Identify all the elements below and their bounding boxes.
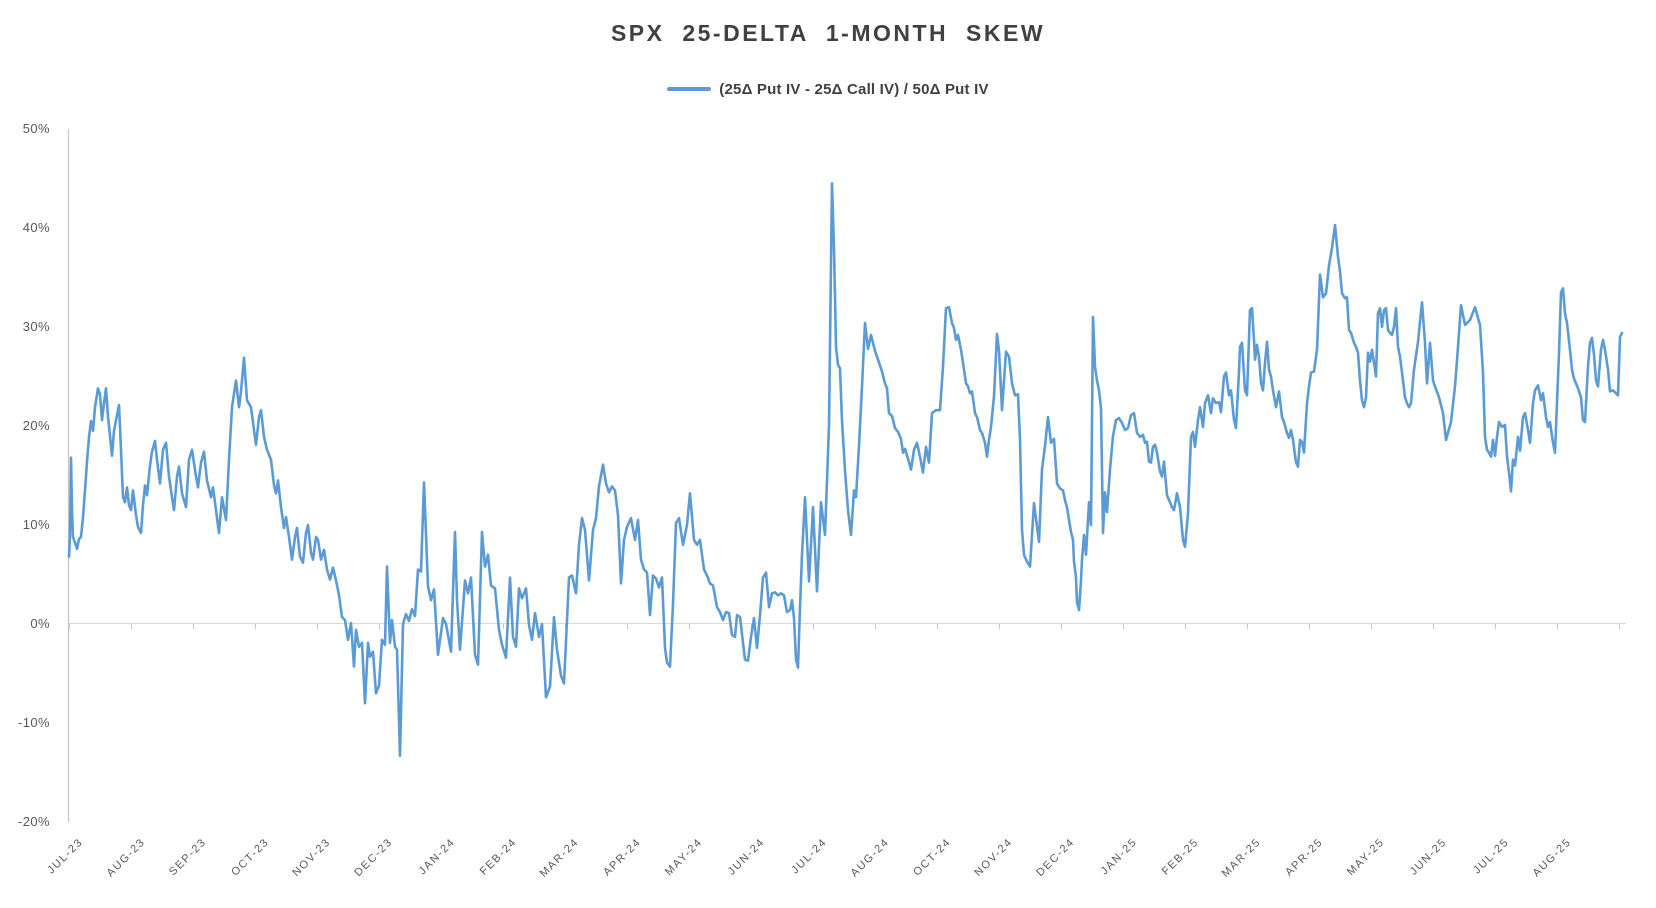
legend-line-swatch	[667, 87, 712, 91]
y-axis-tick-label: 30%	[22, 319, 50, 334]
chart-legend: (25Δ Put IV - 25Δ Call IV) / 50Δ Put IV	[43, 78, 1613, 100]
y-axis-tick-label: 20%	[22, 418, 50, 433]
y-axis-tick-label: 40%	[22, 220, 50, 235]
y-axis-tick-label: 0%	[30, 616, 50, 631]
legend-series-label: (25Δ Put IV - 25Δ Call IV) / 50Δ Put IV	[719, 80, 989, 98]
y-axis-tick-label: -20%	[18, 814, 50, 829]
y-axis-tick-label: -10%	[18, 715, 50, 730]
y-axis-tick-label: 50%	[22, 121, 50, 136]
skew-line-series	[67, 182, 1624, 758]
y-axis-tick-label: 10%	[22, 517, 50, 532]
chart-title: SPX 25-DELTA 1-MONTH SKEW	[610, 20, 1046, 46]
